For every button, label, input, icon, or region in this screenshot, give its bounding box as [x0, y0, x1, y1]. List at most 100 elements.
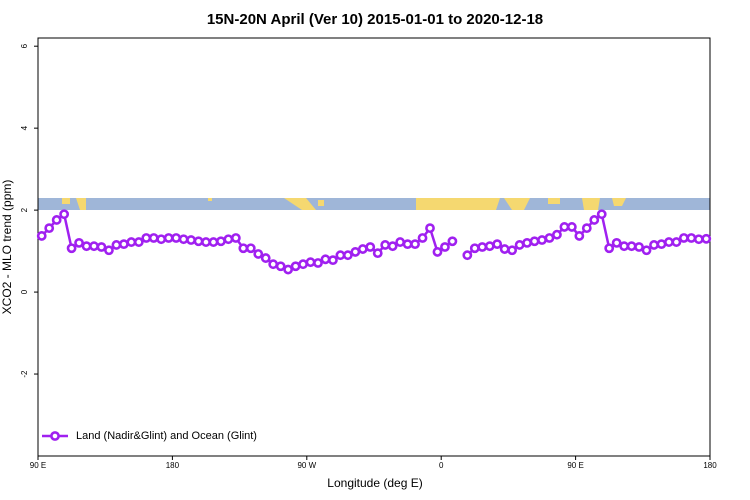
y-tick-label: 2	[20, 207, 29, 212]
data-point	[230, 233, 241, 243]
data-point	[290, 261, 301, 272]
data-point	[305, 257, 316, 268]
data-point	[126, 237, 137, 247]
data-point	[313, 258, 323, 268]
data-point	[118, 239, 129, 250]
data-point	[74, 238, 84, 248]
data-point	[342, 250, 353, 261]
data-point	[462, 250, 473, 261]
data-point	[260, 253, 271, 263]
data-point	[522, 238, 532, 248]
data-point	[649, 240, 659, 250]
data-point	[36, 231, 47, 241]
data-point	[619, 241, 630, 252]
data-point	[283, 264, 294, 275]
data-point	[432, 247, 443, 257]
data-point	[440, 242, 450, 252]
data-point	[193, 236, 204, 247]
data-point	[335, 250, 346, 261]
y-tick-label: 4	[20, 125, 29, 130]
data-point	[387, 241, 398, 252]
data-point	[552, 229, 562, 240]
data-point	[596, 209, 607, 220]
legend-label: Land (Nadir&Glint) and Ocean (Glint)	[76, 430, 257, 442]
data-point	[678, 233, 689, 243]
data-point	[245, 243, 256, 254]
data-point	[410, 239, 420, 250]
x-axis-label: Longitude (deg E)	[327, 476, 422, 490]
y-tick-label: -2	[20, 370, 29, 378]
data-point	[104, 245, 114, 256]
x-tick-label: 90 E	[567, 461, 583, 470]
data-point	[365, 242, 376, 252]
data-point	[66, 243, 77, 254]
data-point	[484, 241, 495, 252]
data-point	[208, 237, 219, 247]
data-point	[395, 237, 406, 247]
data-point	[51, 215, 62, 225]
data-point	[201, 237, 211, 247]
data-point	[223, 234, 234, 245]
data-point	[253, 249, 264, 259]
data-point	[566, 222, 577, 232]
data-point	[89, 241, 99, 252]
data-point	[216, 236, 226, 247]
data-point	[589, 215, 600, 225]
data-point	[514, 240, 525, 250]
y-tick-label: 6	[20, 43, 29, 48]
legend-marker	[50, 431, 60, 441]
data-point	[268, 259, 279, 270]
data-point	[402, 239, 413, 250]
data-point	[44, 223, 55, 234]
data-point	[701, 233, 712, 244]
data-point	[492, 239, 503, 250]
data-point	[641, 245, 652, 256]
data-point	[634, 242, 644, 252]
data-point	[581, 223, 592, 234]
data-point	[611, 238, 622, 248]
data-point	[298, 259, 308, 270]
data-point	[417, 233, 428, 243]
data-point	[559, 222, 570, 232]
data-point	[178, 234, 189, 245]
data-point	[156, 234, 167, 245]
y-tick-label: 0	[20, 289, 29, 294]
data-point	[469, 243, 480, 254]
data-point	[81, 241, 92, 252]
data-point	[96, 242, 107, 252]
data-point	[529, 236, 540, 247]
map-strip	[38, 198, 710, 210]
data-point	[626, 241, 637, 252]
data-point	[380, 240, 391, 250]
data-point	[372, 248, 383, 259]
data-point	[656, 239, 667, 250]
data-point	[171, 233, 182, 243]
x-tick-label: 0	[439, 461, 444, 470]
data-point	[693, 234, 704, 245]
data-point	[671, 237, 682, 247]
data-point	[574, 231, 585, 241]
data-point	[350, 247, 361, 257]
data-point	[163, 233, 174, 243]
chart-title: 15N-20N April (Ver 10) 2015-01-01 to 202…	[207, 11, 543, 28]
data-point	[59, 209, 70, 220]
data-point	[425, 223, 435, 234]
data-point	[141, 233, 152, 243]
data-point	[537, 235, 547, 245]
x-tick-label: 90 E	[30, 461, 46, 470]
x-tick-label: 180	[166, 461, 180, 470]
data-point	[238, 243, 249, 254]
data-point	[477, 242, 488, 252]
data-point	[111, 240, 122, 250]
data-point	[328, 255, 338, 266]
data-point	[275, 261, 286, 272]
data-point	[320, 254, 331, 265]
data-point	[664, 237, 674, 247]
data-point	[686, 233, 697, 243]
data-point	[148, 233, 159, 243]
plot-frame	[37, 37, 711, 457]
data-point	[544, 233, 555, 243]
data-point	[357, 244, 368, 254]
data-point	[186, 235, 196, 245]
